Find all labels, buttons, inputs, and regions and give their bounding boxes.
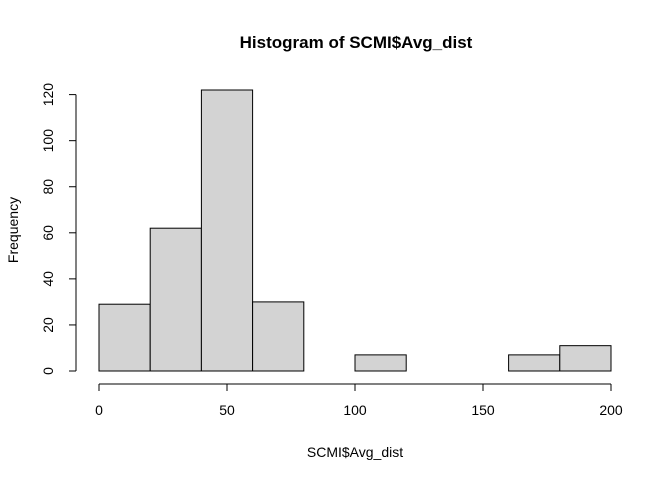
x-tick-label: 200 (599, 402, 623, 418)
histogram-bar-0-20 (98, 303, 151, 372)
y-tick-label: 120 (40, 83, 56, 107)
y-axis-label: Frequency (5, 197, 21, 263)
x-axis: 0 50 100 150 200 (95, 383, 623, 418)
histogram-bar-180-200 (559, 345, 612, 372)
y-tick-label: 100 (40, 129, 56, 153)
histogram-bar-160-180 (508, 354, 561, 372)
y-axis: 0 20 40 60 80 100 120 (40, 83, 77, 375)
histogram-bar-100-120 (354, 354, 407, 372)
y-tick-label: 80 (40, 179, 56, 195)
bars-group (98, 89, 612, 372)
y-tick-label: 40 (40, 271, 56, 287)
histogram-bar-20-40 (149, 227, 202, 372)
x-axis-label: SCMI$Avg_dist (307, 444, 403, 460)
histogram-bar-40-60 (200, 89, 254, 372)
x-tick-label: 150 (471, 402, 495, 418)
y-tick-label: 60 (40, 225, 56, 241)
chart-title: Histogram of SCMI$Avg_dist (240, 33, 473, 52)
x-tick-label: 50 (219, 402, 235, 418)
y-tick-label: 20 (40, 317, 56, 333)
y-tick-label: 0 (40, 367, 56, 375)
x-tick-label: 0 (95, 402, 103, 418)
x-tick-label: 100 (343, 402, 367, 418)
histogram-bar-60-80 (252, 301, 305, 372)
